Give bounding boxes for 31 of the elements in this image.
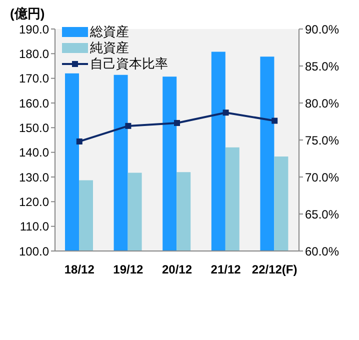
x-tick-label: 22/12(F) [252, 262, 298, 277]
y-tick-label: 140.0 [18, 146, 50, 160]
legend-label: 総資産 [90, 23, 129, 41]
y-tick-label: 190.0 [18, 22, 50, 36]
x-tick-label: 19/12 [113, 262, 144, 277]
y-tick-label: 150.0 [18, 120, 50, 135]
point [222, 110, 229, 116]
y-tick-label: 110.0 [20, 220, 50, 234]
y-tick-label: 120.0 [18, 194, 50, 209]
point [174, 120, 180, 126]
y-axis-title: (億円) [10, 5, 45, 23]
y2-tick-label: 80.0% [305, 96, 340, 110]
y-tick-label: 100.0 [18, 244, 50, 258]
point [125, 122, 132, 129]
y-tick-label: 130.0 [18, 170, 50, 184]
legend-label: 自己資本比率 [90, 55, 168, 73]
x-tick-label: 18/12 [64, 262, 95, 277]
y2-tick-label: 70.0% [305, 170, 340, 184]
point [272, 118, 278, 124]
x-tick-label: 20/12 [162, 262, 192, 277]
y-tick-label: 180.0 [18, 46, 50, 61]
x-tick-label: 21/12 [210, 262, 242, 277]
y2-tick-label: 60.0% [305, 244, 340, 258]
y2-tick-label: 65.0% [305, 207, 340, 222]
y2-tick-label: 85.0% [305, 59, 340, 74]
y-tick-label: 170.0 [18, 72, 50, 86]
y2-tick-label: 75.0% [305, 133, 340, 148]
y2-tick-label: 90.0% [305, 22, 340, 36]
point [76, 138, 82, 144]
y-tick-label: 160.0 [18, 96, 50, 110]
legend-label: 純資産 [90, 39, 129, 57]
